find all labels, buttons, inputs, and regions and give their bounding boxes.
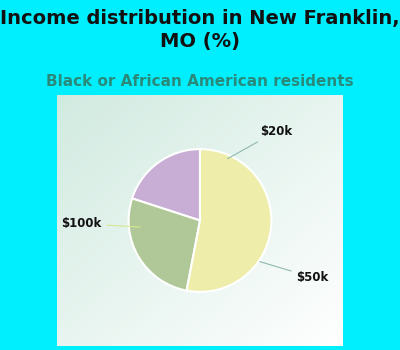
Wedge shape bbox=[129, 198, 200, 290]
Text: $100k: $100k bbox=[61, 217, 140, 230]
Text: $20k: $20k bbox=[228, 125, 293, 159]
Text: $50k: $50k bbox=[260, 261, 329, 284]
Text: Black or African American residents: Black or African American residents bbox=[46, 74, 354, 89]
Text: Income distribution in New Franklin,
MO (%): Income distribution in New Franklin, MO … bbox=[0, 9, 400, 51]
Wedge shape bbox=[187, 149, 271, 292]
Wedge shape bbox=[132, 149, 200, 220]
